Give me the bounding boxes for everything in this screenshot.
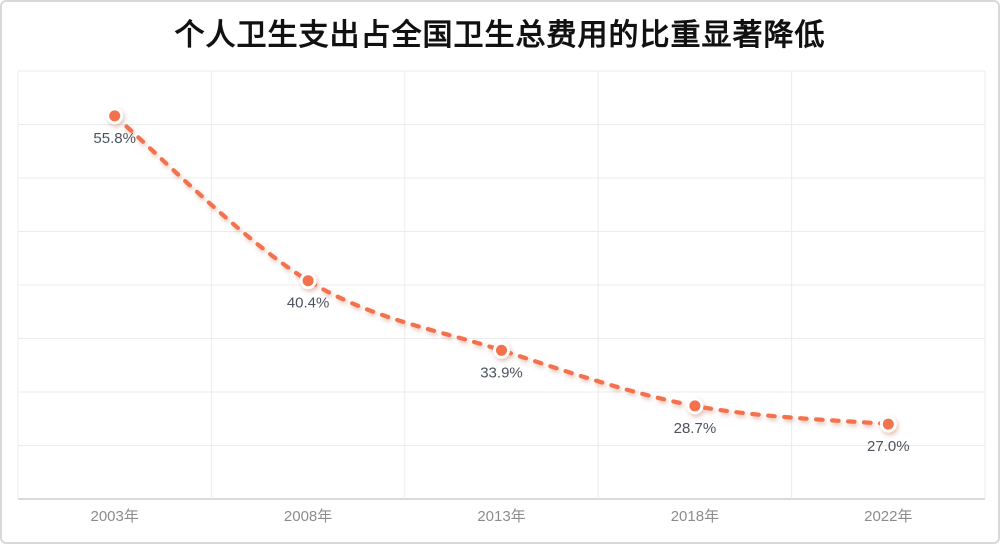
data-label: 28.7% — [674, 420, 717, 437]
gridlines — [17, 70, 986, 500]
x-axis-label: 2003年 — [91, 508, 139, 525]
data-point-marker — [299, 272, 317, 290]
x-axis-label: 2018年 — [671, 508, 719, 525]
x-axis-label: 2013年 — [477, 508, 525, 525]
data-label: 33.9% — [480, 364, 523, 381]
data-point-marker — [106, 107, 124, 125]
series-line — [112, 113, 891, 427]
data-point-marker — [686, 397, 704, 415]
series — [106, 107, 897, 433]
chart-title: 个人卫生支出占全国卫生总费用的比重显著降低 — [174, 19, 826, 52]
data-point-marker — [879, 415, 897, 433]
data-label: 40.4% — [287, 295, 330, 312]
x-axis-label: 2022年 — [864, 508, 912, 525]
x-axis-label: 2008年 — [284, 508, 332, 525]
data-label: 55.8% — [93, 130, 136, 147]
data-label: 27.0% — [867, 438, 910, 455]
data-point-marker — [493, 341, 510, 359]
